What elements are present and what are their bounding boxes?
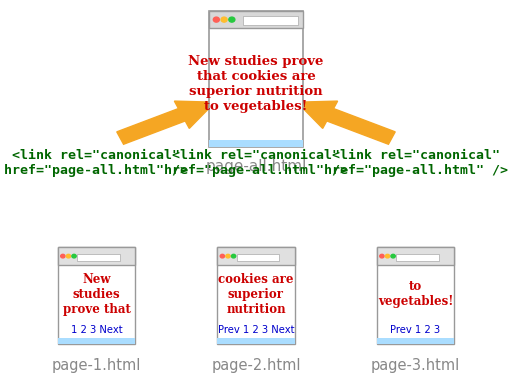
Bar [208, 140, 304, 147]
Bar [243, 16, 298, 25]
Circle shape [61, 254, 65, 258]
FancyArrow shape [117, 101, 215, 144]
Circle shape [220, 254, 225, 258]
Bar [377, 247, 454, 265]
Circle shape [214, 17, 219, 22]
Text: <link rel="canonical"
href="page-all.html" />: <link rel="canonical" href="page-all.htm… [164, 149, 348, 177]
Bar [58, 338, 135, 344]
Text: <link rel="canonical"
href="page-all.html" />: <link rel="canonical" href="page-all.htm… [5, 149, 188, 177]
Circle shape [226, 254, 230, 258]
Text: page-all.html: page-all.html [205, 159, 307, 174]
Circle shape [380, 254, 384, 258]
Circle shape [66, 254, 71, 258]
Text: cookies are
superior
nutrition: cookies are superior nutrition [218, 273, 294, 316]
Bar [208, 11, 304, 147]
Bar [377, 247, 454, 344]
Bar [217, 338, 295, 344]
FancyArrow shape [238, 102, 274, 137]
Text: Prev 1 2 3 Next: Prev 1 2 3 Next [218, 325, 294, 335]
Bar [217, 247, 295, 265]
Text: page-2.html: page-2.html [211, 358, 301, 373]
Circle shape [231, 254, 236, 258]
FancyArrow shape [297, 101, 395, 144]
Text: page-3.html: page-3.html [371, 358, 460, 373]
Bar [396, 254, 439, 261]
Circle shape [391, 254, 395, 258]
Bar [377, 338, 454, 344]
Bar [77, 254, 120, 261]
Bar [58, 247, 135, 265]
Bar [208, 11, 304, 28]
Text: New studies prove
that cookies are
superior nutrition
to vegetables!: New studies prove that cookies are super… [188, 55, 324, 113]
Bar [217, 247, 295, 265]
Text: page-1.html: page-1.html [52, 358, 141, 373]
Text: <link rel="canonical"
href="page-all.html" />: <link rel="canonical" href="page-all.htm… [324, 149, 507, 177]
Bar [208, 11, 304, 28]
Bar [237, 254, 279, 261]
Text: New
studies
prove that: New studies prove that [62, 273, 131, 316]
Circle shape [229, 17, 235, 22]
Bar [58, 247, 135, 344]
Bar [217, 247, 295, 344]
Text: Prev 1 2 3: Prev 1 2 3 [391, 325, 441, 335]
Text: to
vegetables!: to vegetables! [378, 280, 453, 308]
Text: 1 2 3 Next: 1 2 3 Next [71, 325, 122, 335]
Circle shape [386, 254, 390, 258]
Circle shape [221, 17, 227, 22]
Bar [58, 247, 135, 265]
Circle shape [72, 254, 76, 258]
Bar [377, 247, 454, 265]
